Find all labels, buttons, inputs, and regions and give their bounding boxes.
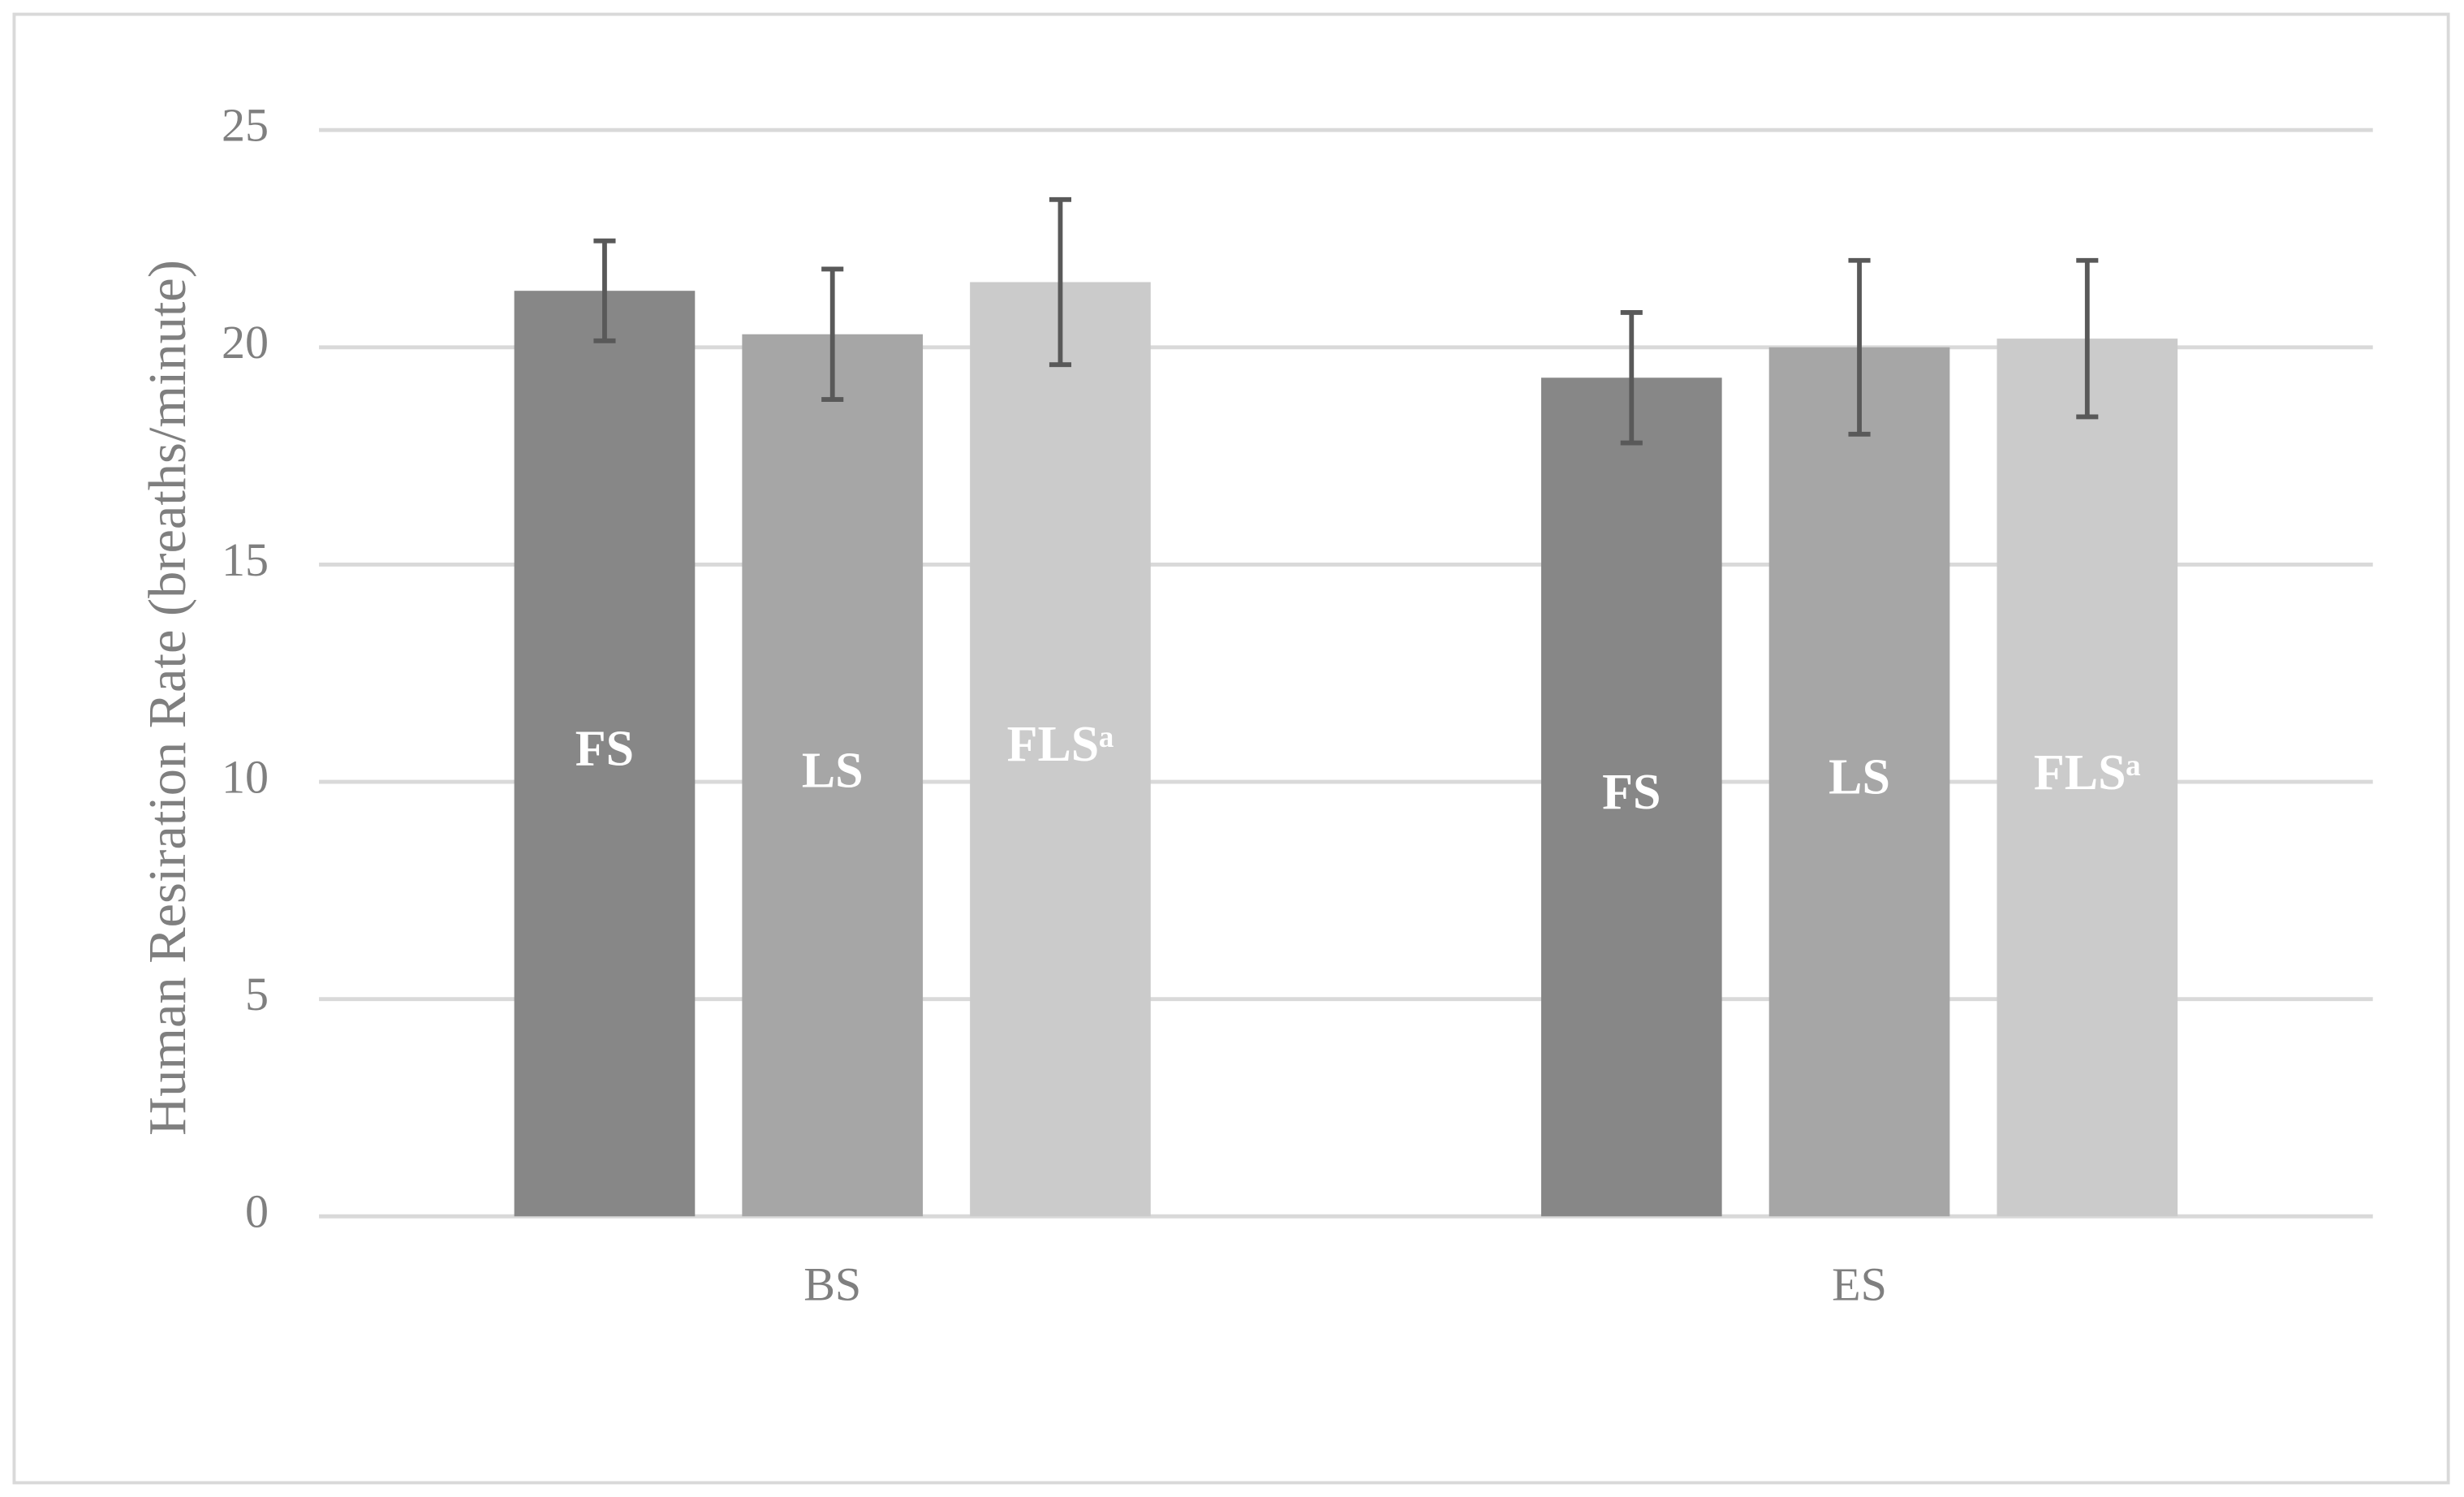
- x-tick-label: ES: [1832, 1258, 1887, 1310]
- bar: [970, 282, 1151, 1217]
- bar: [742, 334, 924, 1217]
- y-tick-label: 5: [245, 968, 269, 1020]
- error-bar: [1049, 196, 1072, 368]
- bar-label: FLSᵃ: [2034, 745, 2141, 800]
- y-tick-label: 0: [245, 1184, 269, 1237]
- error-bar: [1848, 257, 1871, 437]
- error-bar: [1620, 310, 1643, 446]
- bar: [514, 291, 696, 1217]
- y-tick-label: 20: [222, 316, 269, 369]
- x-tick-label: BS: [803, 1258, 861, 1310]
- y-tick-label: 10: [222, 750, 269, 803]
- bar: [1540, 377, 1722, 1217]
- y-axis-label: Human Resiration Rate (breaths/minute): [138, 260, 197, 1136]
- bar: [1768, 347, 1950, 1217]
- bar-label: FLSᵃ: [1007, 717, 1114, 772]
- bar-label: LS: [1829, 749, 1890, 805]
- y-tick-label: 15: [222, 533, 269, 586]
- bar-label: FS: [575, 721, 634, 776]
- error-bar: [821, 266, 844, 402]
- bar-label: LS: [802, 743, 864, 798]
- bar: [1997, 339, 2178, 1217]
- error-bar: [593, 238, 616, 343]
- y-tick-label: 25: [222, 98, 269, 151]
- error-bar: [2076, 257, 2099, 420]
- bar-label: FS: [1602, 765, 1661, 820]
